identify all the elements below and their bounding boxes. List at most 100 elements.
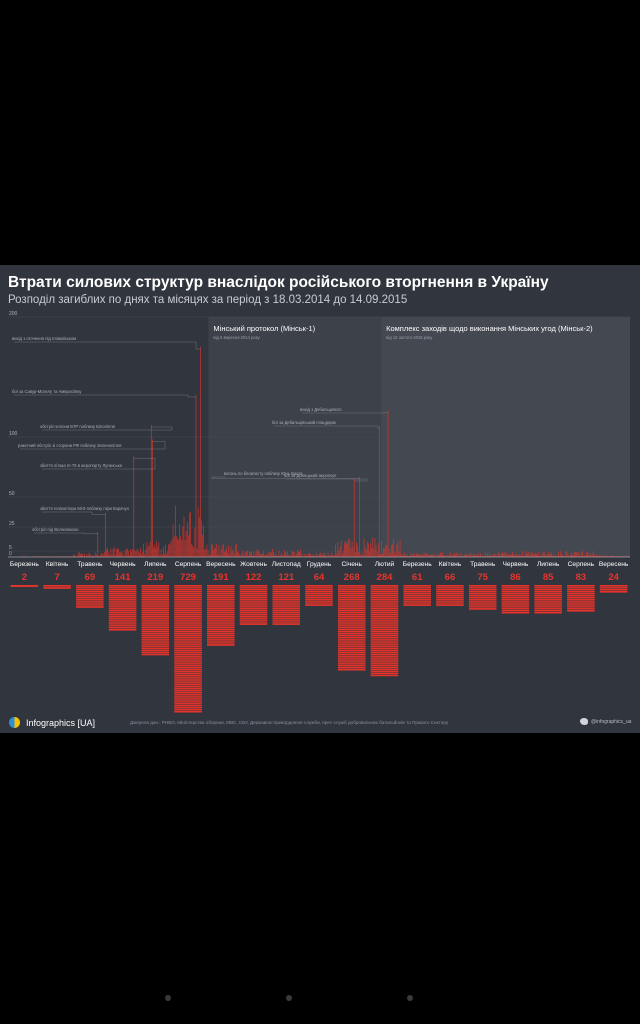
daily-bar [231,550,233,557]
daily-bar [622,556,623,557]
daily-bar [212,544,213,557]
daily-bar [83,555,84,557]
daily-bar [149,541,151,557]
daily-bar [491,555,493,557]
daily-bar [440,552,441,557]
daily-bar [488,555,489,557]
daily-bar [345,540,346,557]
daily-bar [339,546,341,557]
daily-bar [243,554,245,557]
monthly-total-label: 219 [147,572,163,583]
daily-bar [102,554,104,557]
daily-bar [597,556,598,557]
daily-bar [476,555,477,557]
daily-bar [538,551,539,557]
daily-bar [567,554,569,557]
daily-bar [338,550,340,557]
daily-bar [574,552,575,557]
daily-bar [452,554,453,557]
daily-bar [590,554,592,557]
daily-bar [415,556,416,557]
daily-bar [172,524,174,557]
daily-bar [595,555,596,557]
monthly-total-label: 86 [510,572,521,583]
sources-text: Джерела дан.: РНБО, Міністерства оборони… [130,720,449,725]
daily-bar [447,556,449,557]
pager-dot[interactable] [286,995,292,1001]
monthly-total-label: 83 [576,572,587,583]
brand-name: Infographics [UA] [26,717,96,728]
monthly-total-label: 122 [246,572,262,583]
daily-bar [250,552,251,557]
daily-bar [248,555,249,557]
daily-bar [377,542,379,557]
month-label: Квітень [439,560,462,568]
pager-dot[interactable] [165,995,171,1001]
daily-bar [95,552,96,557]
daily-bar [490,555,491,557]
month-label: Грудень [307,561,332,568]
daily-bar [549,553,550,557]
daily-bar [573,555,574,557]
daily-bar [568,556,570,557]
daily-bar [241,553,243,557]
daily-bar [221,545,223,557]
daily-bar [358,552,359,557]
daily-bar [571,552,572,557]
daily-bar [398,551,400,557]
daily-bar [551,552,553,557]
daily-bar [373,549,375,557]
monthly-total-block [141,585,170,656]
daily-bar [218,545,220,557]
daily-bar [304,555,306,557]
daily-bar [600,555,602,557]
month-label: Липень [537,561,560,568]
daily-bar [360,554,362,557]
daily-bar [299,551,300,557]
daily-bar [320,552,321,557]
daily-bar [544,554,546,557]
daily-bar [503,553,505,557]
daily-bar [370,543,371,557]
daily-bar [433,552,435,557]
daily-bar [239,554,240,557]
daily-bar [621,556,622,557]
daily-bar [540,555,542,557]
daily-bar [118,548,119,557]
daily-bar [405,554,406,557]
daily-bar [136,548,138,557]
brand[interactable]: Infographics [UA] [9,717,95,728]
daily-bar [74,554,76,557]
daily-bar [150,425,152,557]
month-label: Вересень [206,561,236,568]
monthly-total-block [239,585,268,625]
daily-bar [526,551,527,557]
monthly-total-block [436,585,464,606]
daily-bar [146,542,148,557]
month-label: Липень [144,561,167,568]
daily-bar [157,546,159,557]
daily-bar [229,553,231,557]
daily-bar [121,551,123,557]
twitter-link[interactable]: @infographics_ua [580,718,631,725]
daily-bar [84,553,85,557]
daily-bar [252,555,254,557]
month-label: Березень [403,561,432,568]
daily-bar [129,555,130,557]
daily-bar [284,550,285,557]
annotation-leader [42,511,106,515]
daily-bar [260,554,261,557]
daily-bar [527,553,529,557]
daily-bar [496,556,498,557]
daily-bar [393,538,394,557]
daily-bar [274,555,275,557]
daily-bar [135,551,137,557]
daily-bar [411,555,413,557]
daily-bar [188,535,189,557]
y-tick-label: 50 [9,491,15,497]
daily-bar [585,555,586,557]
pager-dot[interactable] [407,995,413,1001]
daily-bar [495,554,497,557]
daily-bar [416,553,417,557]
daily-bar [484,552,486,557]
